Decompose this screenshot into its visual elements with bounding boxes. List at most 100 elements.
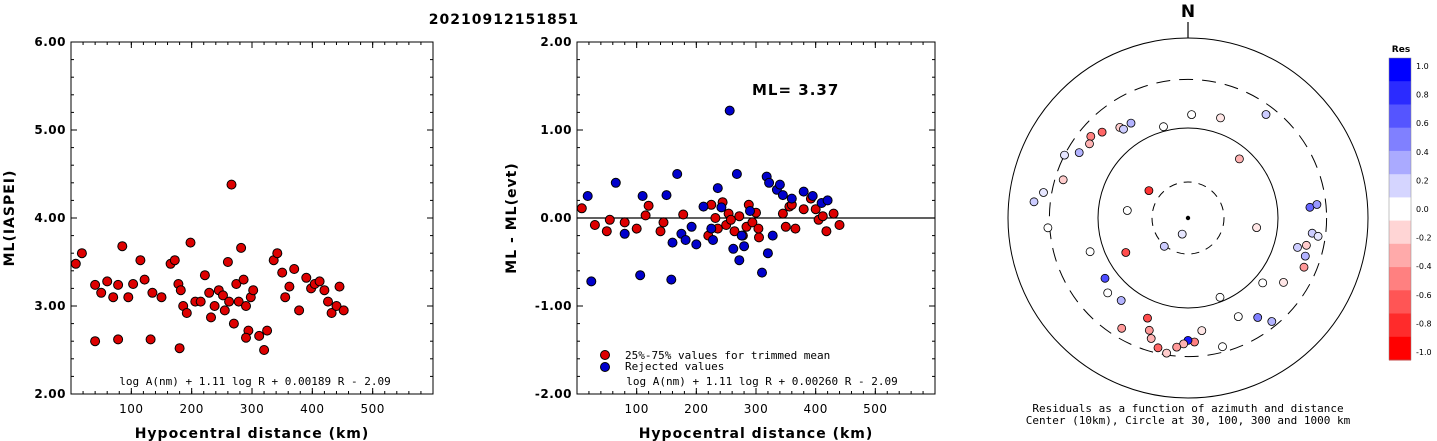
p2-point: [734, 211, 745, 222]
colorbar-tick-label: -0.6: [1416, 291, 1432, 300]
p2-point: [822, 195, 833, 206]
p1-point: [128, 279, 139, 289]
colorbar-segment: [1389, 336, 1411, 361]
legend-marker-trimmed: [600, 350, 610, 360]
p1-point: [272, 248, 283, 259]
p1-point: [70, 258, 81, 269]
p2-point: [661, 190, 672, 201]
p1-point: [254, 330, 265, 341]
station-residual: [1253, 313, 1263, 322]
p1-point: [90, 279, 101, 290]
event-title: 20210912151851: [429, 12, 579, 28]
colorbar-tick-label: -0.2: [1416, 234, 1432, 243]
p1-point: [219, 305, 230, 316]
p2-point: [828, 208, 839, 219]
station-residual: [1172, 342, 1182, 352]
station-residual: [1074, 148, 1084, 158]
p1-point: [241, 301, 251, 311]
p1-point: [156, 292, 167, 303]
p2-ytick-label: -2.00: [535, 387, 572, 401]
station-residual: [1117, 323, 1127, 333]
p1-ytick-label: 5.00: [34, 123, 66, 137]
colorbar-tick-label: 0.2: [1416, 176, 1429, 185]
colorbar-segment: [1389, 290, 1411, 314]
station-residual: [1119, 124, 1128, 134]
p2-xtick-label: 500: [863, 402, 887, 416]
p2-point: [667, 237, 678, 248]
station-residual: [1197, 326, 1207, 336]
p1-ytick-label: 4.00: [34, 211, 66, 225]
legend-marker-rejected: [600, 362, 610, 372]
p2-point: [582, 191, 593, 201]
colorbar-segment: [1389, 174, 1411, 198]
p1-point: [259, 345, 270, 355]
station-residual: [1060, 150, 1069, 160]
p1-ytick-label: 6.00: [34, 35, 66, 49]
p2-point: [635, 270, 646, 281]
station-residual: [1312, 200, 1322, 209]
p2-point: [725, 214, 736, 225]
station-residual: [1058, 175, 1068, 185]
p2-point: [731, 169, 742, 179]
p1-point: [135, 255, 146, 266]
p1-point: [76, 248, 87, 259]
p2-point: [767, 230, 778, 241]
p1-point: [195, 296, 206, 307]
p1-point: [233, 296, 244, 307]
station-residual: [1085, 247, 1095, 257]
colorbar: 1.0 0.8 0.6 0.4 0.2 0.0 -0.2 -0.4 -0.6 -0.8 -1.0: [1388, 57, 1432, 361]
p2-point: [810, 204, 821, 215]
p1-point: [277, 267, 288, 278]
p2-point: [762, 248, 773, 259]
ml-annotation: ML= 3.37: [752, 81, 839, 99]
p2-point: [619, 228, 630, 239]
colorbar-title: Res: [1392, 45, 1410, 55]
colorbar-segment: [1389, 104, 1411, 129]
p2-point: [790, 223, 801, 234]
station-residual: [1029, 197, 1039, 207]
legend-label-rejected: Rejected values: [625, 360, 724, 373]
p2-point: [716, 202, 727, 213]
p2-xtick-label: 100: [624, 402, 648, 416]
p2-xtick-label: 300: [744, 402, 768, 416]
p2-point: [710, 213, 721, 223]
colorbar-tick-label: 1.0: [1416, 62, 1429, 71]
colorbar-segment: [1389, 243, 1411, 268]
p2-point: [757, 267, 767, 278]
station-residual: [1218, 342, 1227, 352]
p2-ytick-label: -1.00: [535, 299, 572, 313]
ml-residual-panel: 100 200 300 400 500 -2.00 -1.00 0.00 1.00 2.00 ML…: [504, 35, 936, 441]
p1-point: [284, 281, 295, 292]
p2-formula: log A(nm) + 1.11 log R + 0.00260 R - 2.0…: [626, 375, 898, 388]
p2-xlabel: Hypocentral distance (km): [639, 426, 874, 441]
p1-formula: log A(nm) + 1.11 log R + 0.00189 R - 2.0…: [119, 375, 391, 388]
station-residual: [1299, 262, 1309, 272]
colorbar-tick-label: 0.8: [1416, 91, 1429, 100]
p1-point: [204, 287, 215, 298]
legend-label-trimmed: 25%-75% values for trimmed mean: [625, 349, 830, 362]
p2-point: [817, 211, 828, 222]
p2-ylabel: ML - ML(evt): [504, 162, 520, 273]
station-residual: [1153, 343, 1163, 353]
distance-ring: [1151, 181, 1225, 255]
p1-point: [181, 308, 192, 318]
p1-point: [280, 292, 291, 303]
p1-point: [113, 334, 124, 345]
p2-point: [736, 230, 747, 241]
p2-point: [604, 214, 615, 225]
p2-point: [576, 203, 587, 214]
caption-line-2: Center (10km), Circle at 30, 100, 300 an…: [1026, 414, 1351, 427]
p1-point: [228, 318, 239, 329]
p1-point: [145, 334, 156, 345]
p1-frame: [70, 41, 434, 395]
colorbar-tick-label: -1.0: [1416, 348, 1432, 357]
p1-ticks: 100 200 300 400 500 2.00 3.00 4.00 5.00 6.00: [34, 35, 433, 416]
p1-point: [123, 292, 134, 303]
station-residual: [1252, 223, 1261, 233]
p1-xlabel: Hypocentral distance (km): [135, 426, 370, 441]
p2-point: [747, 217, 758, 228]
p1-point: [206, 312, 216, 323]
p2-points: [576, 105, 845, 287]
p1-point: [139, 274, 150, 285]
p2-point: [786, 193, 797, 204]
